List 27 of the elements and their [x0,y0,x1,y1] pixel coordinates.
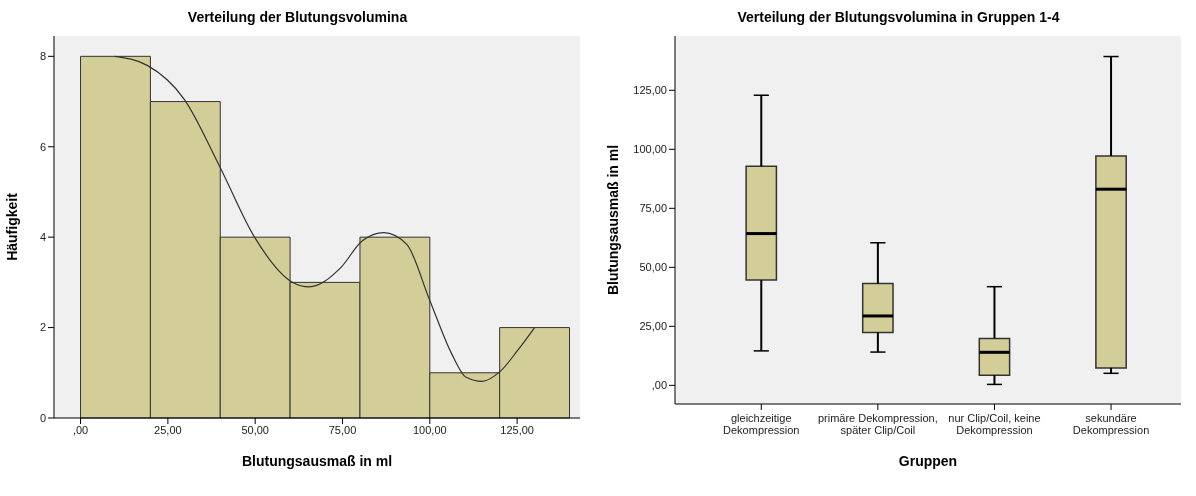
y-tick-label: 50,00 [639,261,667,274]
x-tick-label: gleichzeitige Dekompression [723,412,800,436]
x-tick-label: 75,00 [328,423,357,436]
x-tick-label: nur Clip/Coil, keine Dekompression [948,412,1041,436]
x-tick-label: 100,00 [412,423,447,436]
y-tick-label: 2 [39,321,46,334]
y-tick-label: 125,00 [633,84,667,97]
x-axis-title: Gruppen [898,453,958,469]
y-axis-title: Häufigkeit [3,192,20,261]
x-axis-title: Blutungsausmaß in ml [241,453,393,469]
x-tick-label: sekundäre Dekompression [1072,412,1150,436]
y-tick-label: 4 [39,231,46,244]
x-tick-label: 50,00 [241,423,269,436]
x-tick-label: primäre Dekompression, später Clip/Coil [817,412,938,436]
x-tick-label: 125,00 [500,423,534,436]
x-tick-label: ,00 [72,423,89,436]
chart-title: Verteilung der Blutungsvolumina in Gruppen 1-4 [736,8,1061,27]
y-tick-label: 0 [39,411,46,424]
chart-title: Verteilung der Blutungsvolumina [186,8,409,27]
y-axis-title: Blutungsausmaß in ml [604,144,621,296]
y-tick-label: 6 [39,140,46,153]
y-tick-label: 25,00 [639,320,667,333]
y-tick-label: 100,00 [633,143,667,156]
y-tick-label: ,00 [651,379,667,392]
x-tick-label: 25,00 [154,423,182,436]
y-tick-label: 8 [39,50,46,63]
y-tick-label: 75,00 [639,202,667,215]
